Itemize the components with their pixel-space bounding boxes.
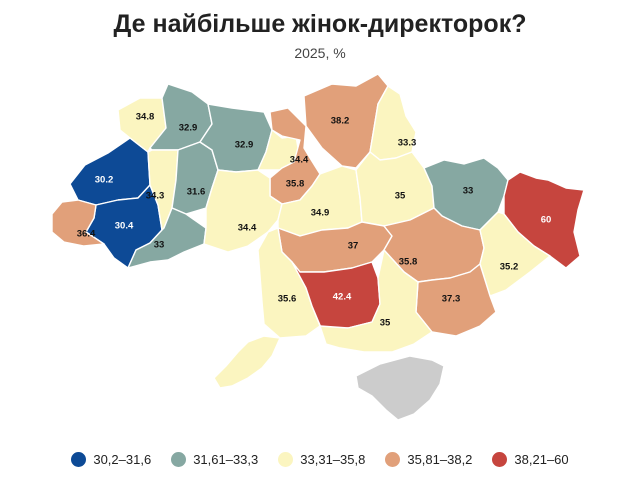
map-region-24 [319, 249, 433, 353]
region-value-label: 30.4 [115, 221, 134, 232]
map-region-20 [479, 211, 551, 297]
region-value-label: 38.2 [331, 116, 350, 127]
legend-swatch [71, 452, 87, 467]
region-value-label: 35.6 [278, 294, 297, 305]
legend-label: 35,81–38,2 [407, 452, 473, 467]
region-value-label: 34.9 [311, 208, 330, 219]
map-region-2 [51, 199, 105, 247]
region-value-label: 42.4 [333, 292, 352, 303]
region-value-label: 37 [348, 241, 359, 252]
region-value-label: 31.6 [187, 187, 206, 198]
region-value-label: 35.8 [399, 257, 418, 268]
ukraine-map: 30.2 30.4 36.4 34.8 32.9 34.3 31.6 33 32.9 34.4 35… [51, 73, 585, 421]
region-value-label: 34.4 [238, 223, 257, 234]
crimea-no-data [355, 355, 445, 421]
legend-label: 31,61–33,3 [193, 452, 259, 467]
labels-layer: 30.2 30.4 36.4 34.8 32.9 34.3 31.6 33 32.9 34.4 35… [77, 112, 552, 329]
region-value-label: 35.8 [286, 179, 305, 190]
legend-item: 35,81–38,2 [385, 452, 472, 467]
legend-item: 38,21–60 [492, 452, 569, 467]
region-value-label: 32.9 [235, 140, 254, 151]
regions-layer [51, 73, 585, 421]
region-value-label: 35 [380, 318, 391, 329]
region-value-label: 37.3 [442, 294, 461, 305]
chart-subtitle: 2025, % [294, 45, 346, 61]
region-value-label: 34.4 [290, 155, 309, 166]
legend-item: 33,31–35,8 [278, 452, 365, 467]
region-value-label: 33 [463, 186, 474, 197]
legend-label: 30,2–31,6 [93, 452, 152, 467]
legend-swatch [278, 452, 294, 467]
region-value-label: 33 [154, 240, 165, 251]
legend-item: 30,2–31,6 [71, 452, 151, 467]
region-value-label: 33.3 [398, 138, 417, 149]
map-region-0 [69, 137, 151, 206]
region-value-label: 60 [541, 215, 552, 226]
region-value-label: 35.2 [500, 262, 519, 273]
legend-item: 31,61–33,3 [171, 452, 258, 467]
legend-swatch [171, 452, 187, 467]
chart-title: Де найбільше жінок-директорок? [113, 10, 527, 38]
legend: 30,2–31,6 31,61–33,3 33,31–35,8 35,81–38,2 3… [0, 452, 640, 467]
region-value-label: 34.3 [146, 191, 165, 202]
legend-swatch [492, 452, 508, 467]
region-value-label: 32.9 [179, 123, 198, 134]
legend-swatch [385, 452, 401, 467]
region-value-label: 36.4 [77, 229, 96, 240]
region-value-label: 30.2 [95, 175, 114, 186]
legend-label: 33,31–35,8 [300, 452, 366, 467]
legend-label: 38,21–60 [514, 452, 569, 467]
region-value-label: 34.8 [136, 112, 155, 123]
region-value-label: 35 [395, 191, 406, 202]
odesa-southern-land [213, 335, 281, 389]
